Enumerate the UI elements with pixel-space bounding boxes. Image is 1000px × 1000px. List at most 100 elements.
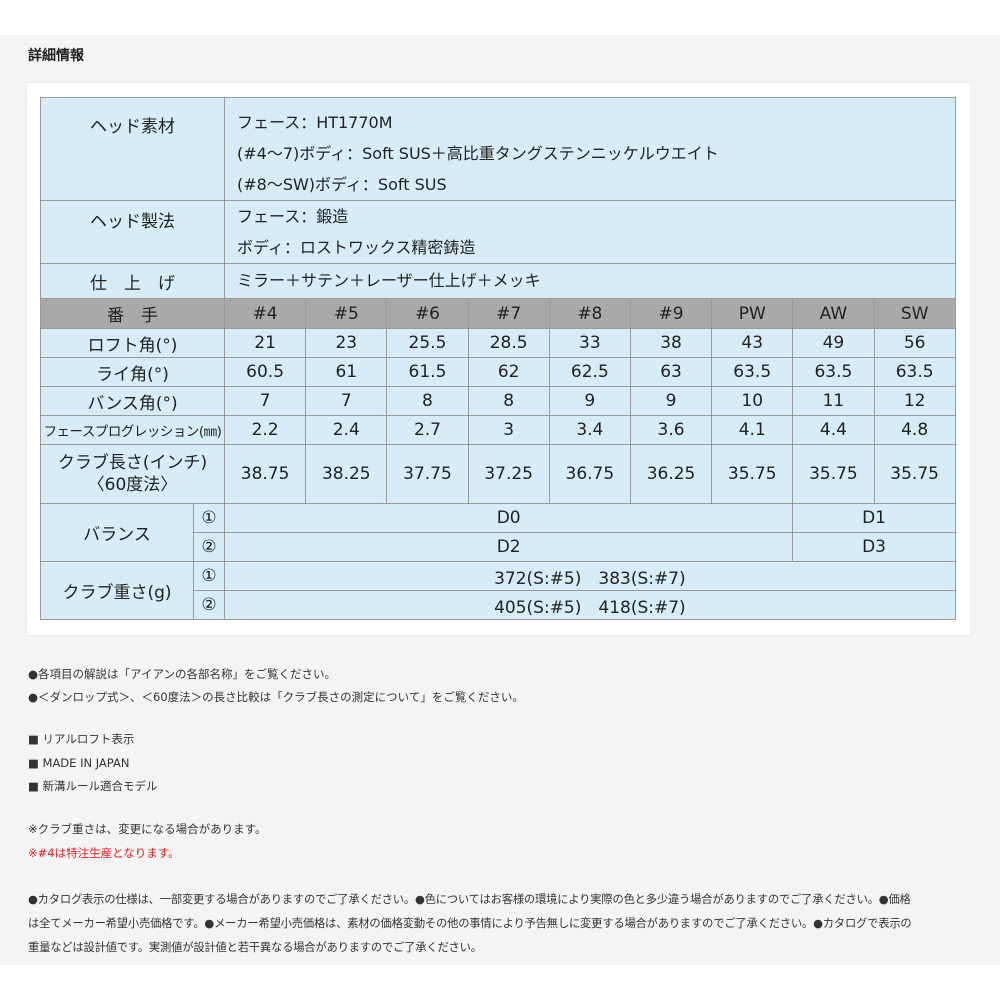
spec-value: 28.5 <box>467 328 550 358</box>
club-number: #6 <box>386 298 469 329</box>
spec-value: 38 <box>629 328 713 358</box>
head-method-line: ボディ：ロストワックス精密鋳造 <box>237 238 476 257</box>
spec-card: ヘッド素材 フェース：HT1770M (#4〜7)ボディ：Soft SUS＋高比… <box>27 83 970 635</box>
spec-value: 3 <box>467 415 550 445</box>
spec-value: 63.5 <box>873 357 956 387</box>
spec-value: 3.6 <box>629 415 713 445</box>
spec-value: 10 <box>711 386 794 416</box>
club-number: SW <box>873 298 956 329</box>
spec-value: 63 <box>629 357 713 387</box>
spec-value: 12 <box>873 386 956 416</box>
length-value: 36.25 <box>629 444 713 504</box>
spec-value: 61 <box>305 357 388 387</box>
label-head-method: ヘッド製法 <box>40 200 225 264</box>
spec-row: ライ角(°) 60.5 61 61.5 62 62.5 63 63.5 63.5 63.5 <box>40 357 956 387</box>
length-value: 37.25 <box>467 444 550 504</box>
club-number: AW <box>792 298 875 329</box>
club-number: #7 <box>467 298 550 329</box>
length-value: 37.75 <box>386 444 469 504</box>
length-value: 35.75 <box>711 444 794 504</box>
club-number: #4 <box>223 298 307 329</box>
spec-value: 4.1 <box>711 415 794 445</box>
caution-note: ※クラブ重さは、変更になる場合があります。 <box>28 822 267 836</box>
balance-value: D0 <box>223 503 794 533</box>
row-balance-2: ② D2 D3 <box>41 532 956 562</box>
spec-value: 9 <box>629 386 713 416</box>
weight-value: 372(S:#5) 383(S:#7) <box>224 561 956 591</box>
spec-table: ヘッド素材 フェース：HT1770M (#4〜7)ボディ：Soft SUS＋高比… <box>40 97 956 620</box>
spec-value: 60.5 <box>223 357 307 387</box>
head-method-line: フェース：鍛造 <box>237 207 349 226</box>
spec-value: 61.5 <box>386 357 469 387</box>
weight-value: 405(S:#5) 418(S:#7) <box>224 590 956 620</box>
club-number: #9 <box>629 298 713 329</box>
marker: ② <box>193 532 225 562</box>
spec-row-label: ライ角(°) <box>40 357 225 387</box>
row-weight-2: ② 405(S:#5) 418(S:#7) <box>41 590 956 620</box>
head-material-line: (#8〜SW)ボディ：Soft SUS <box>237 175 447 194</box>
spec-value: 9 <box>548 386 631 416</box>
disclaimer-line: は全てメーカー希望小売価格です。●メーカー希望小売価格は、素材の価格変動その他の… <box>28 917 912 930</box>
head-material-line: (#4〜7)ボディ：Soft SUS＋高比重タングステンニッケルウエイト <box>237 144 719 163</box>
label-weight: クラブ重さ(g) <box>40 561 194 620</box>
row-club-number: 番 手 #4 #5 #6 #7 #8 #9 PW AW SW <box>40 298 956 329</box>
spec-value: 63.5 <box>792 357 875 387</box>
finish-value: ミラー＋サテン＋レーザー仕上げ＋メッキ <box>224 263 956 299</box>
note-link[interactable]: ●各項目の解説は「アイアンの各部名称」をご覧ください。 <box>28 667 336 681</box>
spec-value: 3.4 <box>548 415 631 445</box>
spec-value: 2.7 <box>386 415 469 445</box>
spec-value: 63.5 <box>711 357 794 387</box>
spec-value: 8 <box>467 386 550 416</box>
spec-value: 25.5 <box>386 328 469 358</box>
note-link[interactable]: ●＜ダンロップ式＞、＜60度法＞の長さ比較は「クラブ長さの測定について」をご覧く… <box>28 690 524 704</box>
marker: ① <box>193 561 225 591</box>
feature-item: ■ リアルロフト表示 <box>28 732 135 746</box>
label-head-material: ヘッド素材 <box>40 97 225 201</box>
label-finish: 仕 上 げ <box>40 263 225 299</box>
spec-row-label: フェースプログレッション(㎜) <box>40 415 225 445</box>
spec-value: 49 <box>792 328 875 358</box>
label-balance: バランス <box>40 503 194 562</box>
spec-value: 62.5 <box>548 357 631 387</box>
club-number: PW <box>711 298 794 329</box>
spec-value: 43 <box>711 328 794 358</box>
label-length: クラブ長さ(インチ) <box>57 453 208 473</box>
length-value: 38.25 <box>305 444 388 504</box>
row-head-material: ヘッド素材 フェース：HT1770M (#4〜7)ボディ：Soft SUS＋高比… <box>40 97 956 201</box>
row-length: クラブ長さ(インチ) 〈60度法〉 38.75 38.25 37.75 37.25 36.… <box>40 444 956 504</box>
caution-note-red: ※#4は特注生産となります。 <box>28 846 180 860</box>
spec-row: ロフト角(°) 21 23 25.5 28.5 33 38 43 49 56 <box>40 328 956 358</box>
balance-value: D2 <box>223 532 794 562</box>
balance-value: D3 <box>792 532 956 562</box>
disclaimer-line: 重量などは設計値です。実測値が設計値と若干異なる場合がありますのでご了承ください… <box>28 941 482 954</box>
length-value: 38.75 <box>223 444 307 504</box>
spec-row: バンス角(°) 7 7 8 8 9 9 10 11 12 <box>40 386 956 416</box>
length-value: 35.75 <box>873 444 956 504</box>
label-length-method: 〈60度法〉 <box>87 475 178 495</box>
club-number: #5 <box>305 298 388 329</box>
marker: ② <box>193 590 225 620</box>
spec-value: 2.4 <box>305 415 388 445</box>
balance-value: D1 <box>792 503 956 533</box>
feature-item: ■ 新溝ルール適合モデル <box>28 779 158 793</box>
club-number: #8 <box>548 298 631 329</box>
head-material-line: フェース：HT1770M <box>237 113 393 132</box>
row-head-method: ヘッド製法 フェース：鍛造 ボディ：ロストワックス精密鋳造 <box>40 200 956 264</box>
spec-value: 8 <box>386 386 469 416</box>
spec-value: 2.2 <box>223 415 307 445</box>
marker: ① <box>193 503 225 533</box>
length-value: 36.75 <box>548 444 631 504</box>
spec-value: 21 <box>223 328 307 358</box>
spec-value: 7 <box>305 386 388 416</box>
row-weight-1: クラブ重さ(g) ① 372(S:#5) 383(S:#7) <box>40 561 956 620</box>
feature-item: ■ MADE IN JAPAN <box>28 755 130 770</box>
spec-row-label: バンス角(°) <box>40 386 225 416</box>
row-balance-1: バランス ① D0 D1 <box>40 503 956 562</box>
spec-value: 23 <box>305 328 388 358</box>
length-value: 35.75 <box>792 444 875 504</box>
label-club-number: 番 手 <box>40 298 225 329</box>
row-finish: 仕 上 げ ミラー＋サテン＋レーザー仕上げ＋メッキ <box>40 263 956 299</box>
spec-value: 4.8 <box>873 415 956 445</box>
spec-value: 62 <box>467 357 550 387</box>
section-title: 詳細情報 <box>28 48 84 64</box>
